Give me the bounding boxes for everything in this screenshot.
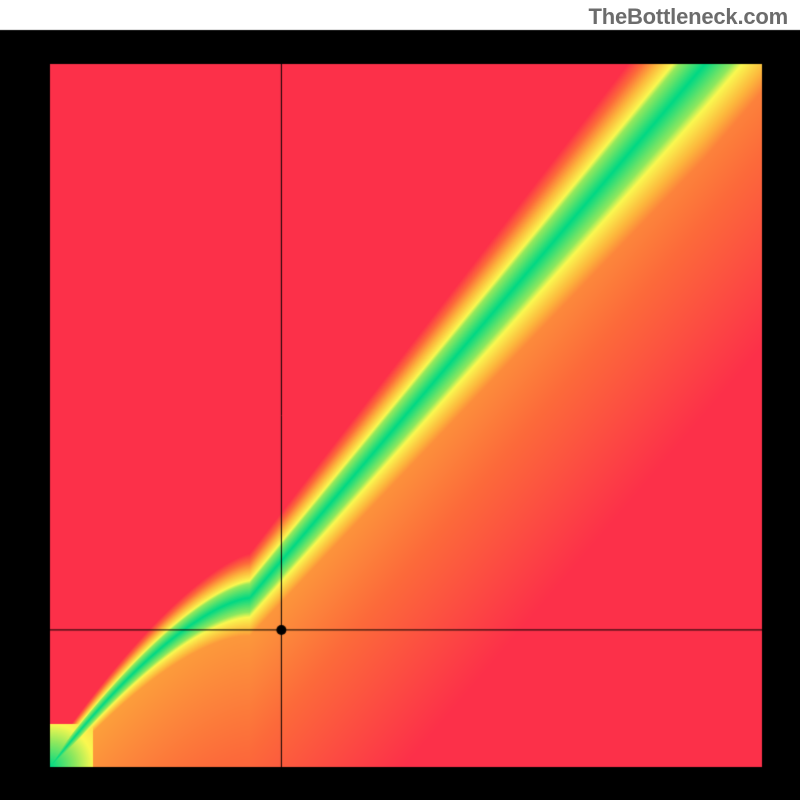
chart-container: TheBottleneck.com <box>0 0 800 800</box>
attribution-text: TheBottleneck.com <box>588 4 788 30</box>
heatmap-canvas <box>0 0 800 800</box>
